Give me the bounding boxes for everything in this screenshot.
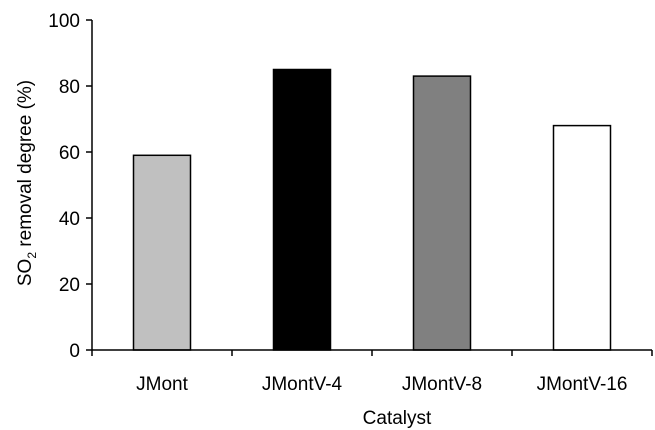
y-tick-label: 60 bbox=[59, 143, 80, 164]
y-axis-title-suffix: removal degree (%) bbox=[15, 80, 36, 252]
y-axis-title-subscript: 2 bbox=[25, 252, 39, 259]
x-tick-label: JMont bbox=[136, 374, 188, 395]
y-tick-label: 80 bbox=[59, 77, 80, 98]
y-tick-label: 100 bbox=[48, 11, 80, 32]
y-axis-title: SO2 removal degree (%) bbox=[15, 80, 39, 286]
y-tick-label: 40 bbox=[59, 209, 80, 230]
y-axis-title-prefix: SO bbox=[15, 259, 36, 286]
x-axis-ticks: JMont JMontV-4 JMontV-8 JMontV-16 bbox=[91, 350, 653, 395]
x-tick-label: JMontV-8 bbox=[402, 374, 482, 395]
x-tick-label: JMontV-4 bbox=[262, 374, 343, 395]
bar-jmontv-8 bbox=[412, 75, 472, 351]
bar-jmontv-16 bbox=[552, 124, 612, 351]
y-tick-label: 20 bbox=[59, 275, 80, 296]
x-axis-title: Catalyst bbox=[363, 408, 432, 429]
bar-jmont bbox=[132, 154, 192, 351]
bars bbox=[132, 68, 612, 351]
y-tick-label: 0 bbox=[69, 341, 80, 362]
x-tick-label: JMontV-16 bbox=[537, 374, 628, 395]
bar-jmontv-4 bbox=[272, 68, 332, 351]
y-axis-ticks: 0 20 40 60 80 100 bbox=[48, 11, 92, 362]
